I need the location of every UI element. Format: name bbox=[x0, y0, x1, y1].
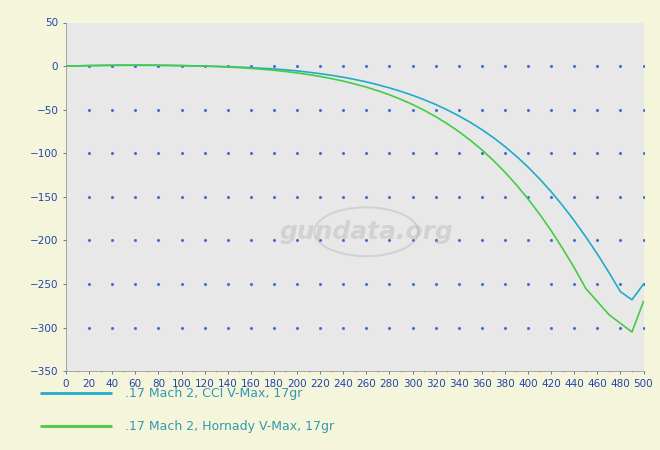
Text: .17 Mach 2, Hornady V-Max, 17gr: .17 Mach 2, Hornady V-Max, 17gr bbox=[125, 420, 335, 433]
Text: .17 Mach 2, CCI V-Max, 17gr: .17 Mach 2, CCI V-Max, 17gr bbox=[125, 387, 303, 400]
Text: gundata.org: gundata.org bbox=[279, 220, 453, 244]
